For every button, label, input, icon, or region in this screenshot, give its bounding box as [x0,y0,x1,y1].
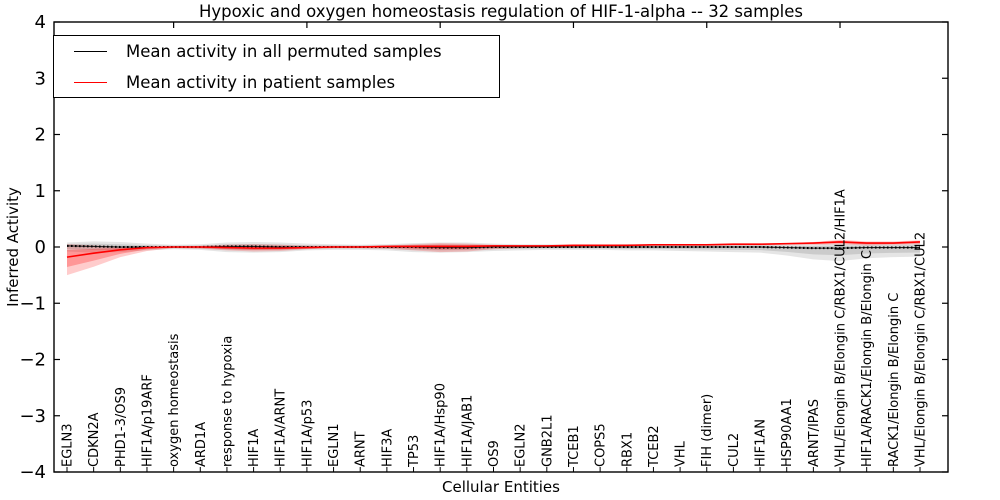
x-tick-label: HSP90AA1 [780,398,795,467]
y-tick-label: −1 [19,293,46,314]
x-tick-label: VHL/Elongin B/Elongin C/RBX1/CUL2 [913,232,928,467]
x-tick-label: HIF1A/p19ARF [140,374,155,467]
y-tick-label: −4 [19,462,46,483]
x-tick-label: HIF1A [247,429,262,467]
x-tick-label: HIF3A [380,429,395,467]
y-tick-label: −2 [19,350,46,371]
patient-mean-line [66,241,921,258]
legend-label-patient: Mean activity in patient samples [126,72,396,92]
x-axis-label: Cellular Entities [442,478,560,496]
x-tick-label: HIF1A/Hsp90 [434,383,449,467]
x-tick-label: TCEB1 [567,425,582,468]
x-tick-label: response to hypoxia [220,336,235,467]
y-tick-label: 2 [35,125,46,146]
legend-item-patient: Mean activity in patient samples [54,69,499,95]
x-tick-label: FIH (dimer) [700,394,715,467]
x-tick-label: HIF1A/p53 [300,400,315,467]
x-tick-label: GNB2L1 [540,414,555,467]
y-tick-label: 0 [35,237,46,258]
x-tick-label: HIF1AN [754,419,769,467]
legend: Mean activity in all permuted samples Me… [53,35,500,98]
legend-label-permuted: Mean activity in all permuted samples [126,41,442,61]
x-tick-label: HIF1A/JAB1 [460,395,475,467]
x-tick-label: ARD1A [194,422,209,467]
x-tick-label: HIF1A/RACK1/Elongin B/Elongin C [860,250,875,467]
x-tick-label: OS9 [487,440,502,467]
x-tick-label: TP53 [407,435,422,468]
x-tick-label: CUL2 [727,433,742,467]
x-tick-label: TCEB2 [647,425,662,468]
y-tick-label: −3 [19,406,46,427]
x-tick-label: RBX1 [620,432,635,467]
x-tick-label: VHL/Elongin B/Elongin C/RBX1/CUL2/HIF1A [834,189,849,467]
x-tick-label: COPS5 [594,423,609,467]
y-tick-label: 1 [35,181,46,202]
x-tick-label: ARNT/IPAS [807,399,822,467]
x-tick-label: EGLN1 [327,423,342,467]
chart-title: Hypoxic and oxygen homeostasis regulatio… [198,2,804,21]
patient-line-swatch [74,81,107,83]
x-tick-label: ARNT [354,431,369,467]
x-tick-label: RACK1/Elongin B/Elongin C [887,293,902,467]
x-tick-label: CDKN2A [87,412,102,467]
x-tick-label: VHL [674,440,689,467]
y-tick-label: 4 [35,12,46,33]
y-axis-label: Inferred Activity [4,187,22,307]
x-tick-label: oxygen homeostasis [167,333,182,467]
y-tick-label: 3 [35,68,46,89]
permuted-line-swatch [74,50,107,52]
legend-item-permuted: Mean activity in all permuted samples [54,38,499,64]
x-tick-label: EGLN2 [514,423,529,467]
x-tick-label: HIF1A/ARNT [274,389,289,467]
x-tick-label: EGLN3 [61,423,76,467]
x-tick-label: PHD1-3/OS9 [114,387,129,467]
